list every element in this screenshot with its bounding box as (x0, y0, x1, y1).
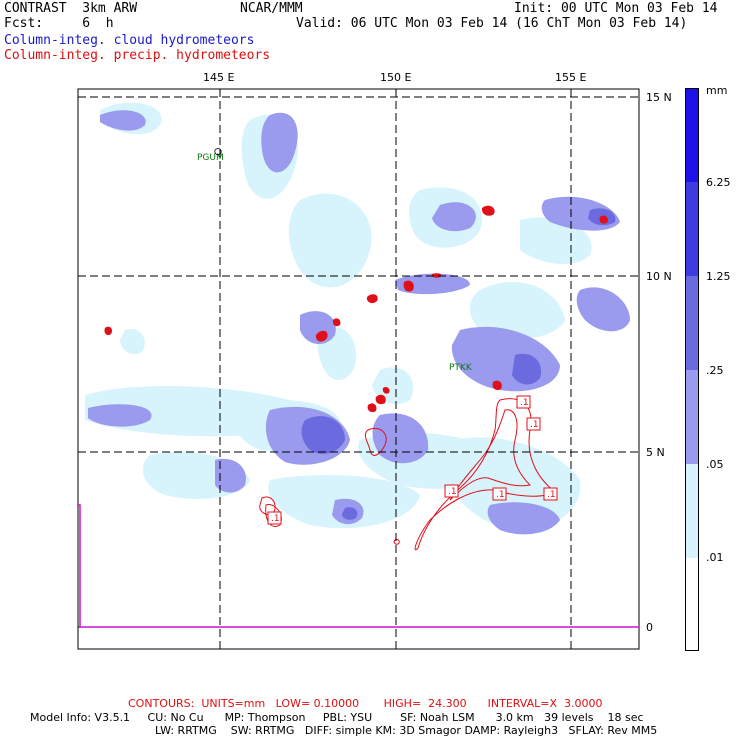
model-info-line-1: Model Info: V3.5.1 CU: No Cu MP: Thompso… (30, 711, 644, 724)
contour-label: .1 (496, 490, 505, 500)
lon-label-150: 150 E (380, 71, 412, 84)
station-label-pgum: PGUM (197, 153, 224, 163)
colorbar-bin-3 (685, 276, 699, 370)
colorbar-bin-4 (685, 370, 699, 464)
cloud-shading-light (85, 102, 592, 531)
lat-label-10n: 10 N (646, 270, 672, 283)
valid-time: Valid: 06 UTC Mon 03 Feb 14 (16 ChT Mon … (296, 16, 688, 31)
lat-label-0: 0 (646, 621, 653, 634)
contour-info: CONTOURS: UNITS=mm LOW= 0.10000 HIGH= 24… (128, 697, 603, 710)
contour-label: .1 (448, 487, 457, 497)
forecast-hour: Fcst: 6 h (4, 16, 114, 31)
colorbar-label: 6.25 (706, 176, 731, 189)
precip-shading (104, 205, 608, 413)
colorbar-bin-2 (685, 182, 699, 276)
colorbar-label: 1.25 (706, 270, 731, 283)
colorbar-bin-1 (685, 88, 699, 182)
lat-label-15n: 15 N (646, 91, 672, 104)
colorbar-bin-5 (685, 464, 699, 558)
station-markers: PGUM PTKK (197, 153, 473, 373)
precip-contours (259, 398, 556, 551)
lon-label-145: 145 E (203, 71, 235, 84)
contour-labels: .1 .1 .1 .1 .1 .1 (267, 395, 558, 525)
colorbar-unit: mm (706, 84, 728, 97)
cloud-shading-medium (301, 208, 616, 520)
station-label-ptkk: PTKK (449, 363, 473, 373)
lat-label-5n: 5 N (646, 446, 665, 459)
colorbar-label: .25 (706, 364, 724, 377)
plot-frame (77, 88, 640, 650)
model-title: CONTRAST 3km ARW (4, 1, 138, 16)
organization: NCAR/MMM (240, 1, 303, 16)
island-guam (214, 148, 222, 156)
model-info-line-2: LW: RRTMG SW: RRTMG DIFF: simple KM: 3D … (155, 724, 658, 737)
contour-label: .1 (530, 420, 539, 430)
colorbar (685, 88, 699, 651)
lon-label-155: 155 E (555, 71, 587, 84)
colorbar-label: .01 (706, 551, 724, 564)
colorbar-label: .05 (706, 458, 724, 471)
contour-label: .1 (547, 490, 556, 500)
colorbar-bin-6 (685, 558, 699, 650)
contour-label: .1 (520, 398, 529, 408)
domain-boundary (78, 504, 639, 628)
contour-label: .1 (271, 514, 280, 524)
field-label-cloud: Column-integ. cloud hydrometeors (4, 33, 255, 48)
init-time: Init: 00 UTC Mon 03 Feb 14 (514, 1, 718, 16)
field-label-precip: Column-integ. precip. hydrometeors (4, 48, 271, 63)
